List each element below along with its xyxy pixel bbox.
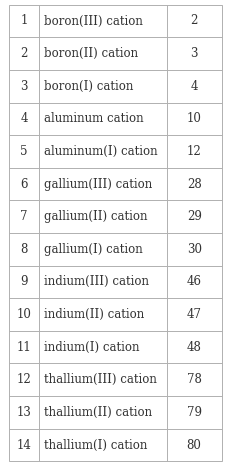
Text: 3: 3 bbox=[20, 80, 28, 93]
Text: aluminum cation: aluminum cation bbox=[44, 112, 144, 125]
Text: 14: 14 bbox=[17, 439, 32, 452]
Text: 2: 2 bbox=[20, 47, 28, 60]
Text: 5: 5 bbox=[20, 145, 28, 158]
Text: 80: 80 bbox=[187, 439, 202, 452]
Text: 13: 13 bbox=[17, 406, 32, 419]
Text: thallium(III) cation: thallium(III) cation bbox=[44, 373, 157, 386]
Text: 9: 9 bbox=[20, 275, 28, 288]
Text: 47: 47 bbox=[187, 308, 202, 321]
Text: 11: 11 bbox=[17, 341, 31, 354]
Text: indium(II) cation: indium(II) cation bbox=[44, 308, 145, 321]
Text: 30: 30 bbox=[187, 243, 202, 256]
Text: 12: 12 bbox=[17, 373, 31, 386]
Text: 78: 78 bbox=[187, 373, 202, 386]
Text: thallium(II) cation: thallium(II) cation bbox=[44, 406, 152, 419]
Text: 10: 10 bbox=[17, 308, 32, 321]
Text: gallium(I) cation: gallium(I) cation bbox=[44, 243, 143, 256]
Text: 28: 28 bbox=[187, 178, 201, 191]
Text: 7: 7 bbox=[20, 210, 28, 223]
Text: 8: 8 bbox=[20, 243, 28, 256]
Text: gallium(III) cation: gallium(III) cation bbox=[44, 178, 152, 191]
Text: indium(I) cation: indium(I) cation bbox=[44, 341, 140, 354]
Text: 4: 4 bbox=[20, 112, 28, 125]
Text: indium(III) cation: indium(III) cation bbox=[44, 275, 149, 288]
Text: 1: 1 bbox=[20, 14, 28, 27]
Text: boron(I) cation: boron(I) cation bbox=[44, 80, 134, 93]
Text: 79: 79 bbox=[187, 406, 202, 419]
Text: 2: 2 bbox=[190, 14, 198, 27]
Text: 4: 4 bbox=[190, 80, 198, 93]
Text: thallium(I) cation: thallium(I) cation bbox=[44, 439, 148, 452]
Text: aluminum(I) cation: aluminum(I) cation bbox=[44, 145, 158, 158]
Text: 12: 12 bbox=[187, 145, 201, 158]
Text: 46: 46 bbox=[187, 275, 202, 288]
Text: boron(III) cation: boron(III) cation bbox=[44, 14, 143, 27]
Text: 6: 6 bbox=[20, 178, 28, 191]
Text: 29: 29 bbox=[187, 210, 202, 223]
Text: gallium(II) cation: gallium(II) cation bbox=[44, 210, 148, 223]
Text: 48: 48 bbox=[187, 341, 202, 354]
Text: boron(II) cation: boron(II) cation bbox=[44, 47, 138, 60]
Text: 10: 10 bbox=[187, 112, 202, 125]
Text: 3: 3 bbox=[190, 47, 198, 60]
